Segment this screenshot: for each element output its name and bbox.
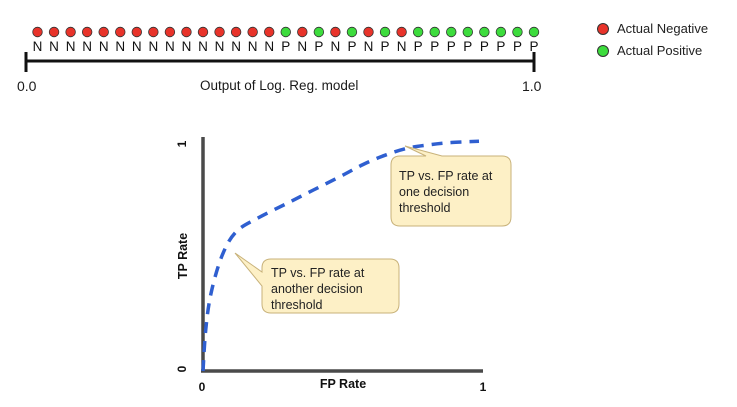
roc-x-axis-title: FP Rate — [320, 377, 366, 391]
strip-label: P — [347, 39, 356, 54]
strip-label: N — [99, 39, 109, 54]
strip-label: N — [115, 39, 125, 54]
strip-label: N — [397, 39, 407, 54]
actual-negative-dot — [65, 26, 76, 38]
actual-negative-dot — [148, 26, 159, 38]
callout-one-line: one decision — [399, 185, 470, 199]
actual-negative-dot — [32, 26, 43, 38]
strip-label: P — [496, 39, 505, 54]
roc-x-min-label: 0 — [199, 380, 206, 394]
callout-one-text: TP vs. FP rate at one decision threshold — [399, 168, 492, 216]
strip-label: N — [49, 39, 59, 54]
strip-label: P — [513, 39, 522, 54]
roc-x-max-label: 1 — [480, 380, 487, 394]
actual-positive-dot — [462, 26, 474, 38]
actual-positive-dot — [479, 26, 490, 38]
strip-label: P — [529, 39, 538, 54]
strip-axis-caption: Output of Log. Reg. model — [200, 78, 359, 93]
actual-negative-dot — [115, 26, 126, 38]
legend-negative-dot-icon — [597, 22, 609, 35]
actual-negative-dot — [98, 26, 109, 38]
strip-label: P — [381, 39, 390, 54]
actual-negative-dot — [363, 26, 374, 38]
roc-curve — [201, 139, 480, 372]
strip-label: N — [33, 39, 43, 54]
callout-another-threshold — [234, 252, 400, 314]
roc-y-max-label: 1 — [175, 140, 189, 147]
actual-negative-dot — [264, 26, 275, 38]
actual-positive-dot — [280, 26, 291, 38]
strip-label: N — [215, 39, 225, 54]
actual-negative-dot — [48, 26, 60, 38]
strip-label: N — [297, 39, 307, 54]
callout-two-line: another decision — [271, 282, 363, 296]
callout-two-line: TP vs. FP rate at — [271, 266, 365, 280]
strip-label: P — [447, 39, 456, 54]
actual-negative-dot — [297, 26, 308, 38]
strip-label: P — [430, 39, 439, 54]
actual-negative-dot — [247, 26, 258, 38]
roc-y-axis-title: TP Rate — [176, 233, 190, 279]
callout-two-text: TP vs. FP rate at another decision thres… — [271, 265, 364, 313]
strip-label: N — [165, 39, 175, 54]
strip-label: N — [182, 39, 192, 54]
strip-label: N — [364, 39, 374, 54]
legend-item-positive: Actual Positive — [597, 43, 702, 58]
strip-label: N — [66, 39, 76, 54]
actual-positive-dot — [528, 26, 540, 38]
strip-right-value: 1.0 — [522, 78, 542, 94]
legend-positive-dot-icon — [597, 44, 609, 57]
actual-positive-dot — [313, 26, 325, 38]
strip-label: P — [463, 39, 472, 54]
callout-one-threshold — [390, 145, 512, 227]
strip-label: P — [314, 39, 323, 54]
strip-left-value: 0.0 — [17, 78, 37, 94]
actual-negative-dot — [131, 26, 143, 38]
strip-label: N — [264, 39, 274, 54]
actual-negative-dot — [197, 26, 209, 38]
strip-label: N — [82, 39, 92, 54]
strip-label: N — [148, 39, 158, 54]
actual-negative-dot — [81, 26, 93, 38]
actual-negative-dot — [330, 26, 341, 38]
roc-y-min-label: 0 — [175, 365, 189, 372]
legend-item-negative: Actual Negative — [597, 21, 708, 36]
legend-positive-label: Actual Positive — [617, 43, 703, 58]
actual-negative-dot — [181, 26, 192, 38]
actual-negative-dot — [214, 26, 225, 38]
strip-label: N — [248, 39, 258, 54]
strip-label: N — [132, 39, 142, 54]
actual-negative-dot — [164, 26, 176, 38]
actual-positive-dot — [429, 26, 440, 38]
strip-label: N — [231, 39, 241, 54]
legend-negative-label: Actual Negative — [617, 21, 709, 36]
actual-positive-dot — [346, 26, 358, 38]
strip-label: N — [198, 39, 208, 54]
actual-positive-dot — [495, 26, 507, 38]
actual-positive-dot — [412, 26, 424, 38]
callout-one-line: TP vs. FP rate at — [399, 169, 493, 183]
strip-label: P — [281, 39, 290, 54]
strip-label: P — [414, 39, 423, 54]
actual-positive-dot — [379, 26, 391, 38]
strip-label: P — [480, 39, 489, 54]
callout-two-line: threshold — [271, 298, 323, 312]
strip-dots — [32, 26, 540, 38]
callout-one-line: threshold — [399, 201, 451, 215]
actual-negative-dot — [396, 26, 407, 38]
strip-label: N — [331, 39, 341, 54]
actual-positive-dot — [512, 26, 523, 38]
actual-negative-dot — [230, 26, 242, 38]
actual-positive-dot — [446, 26, 457, 38]
